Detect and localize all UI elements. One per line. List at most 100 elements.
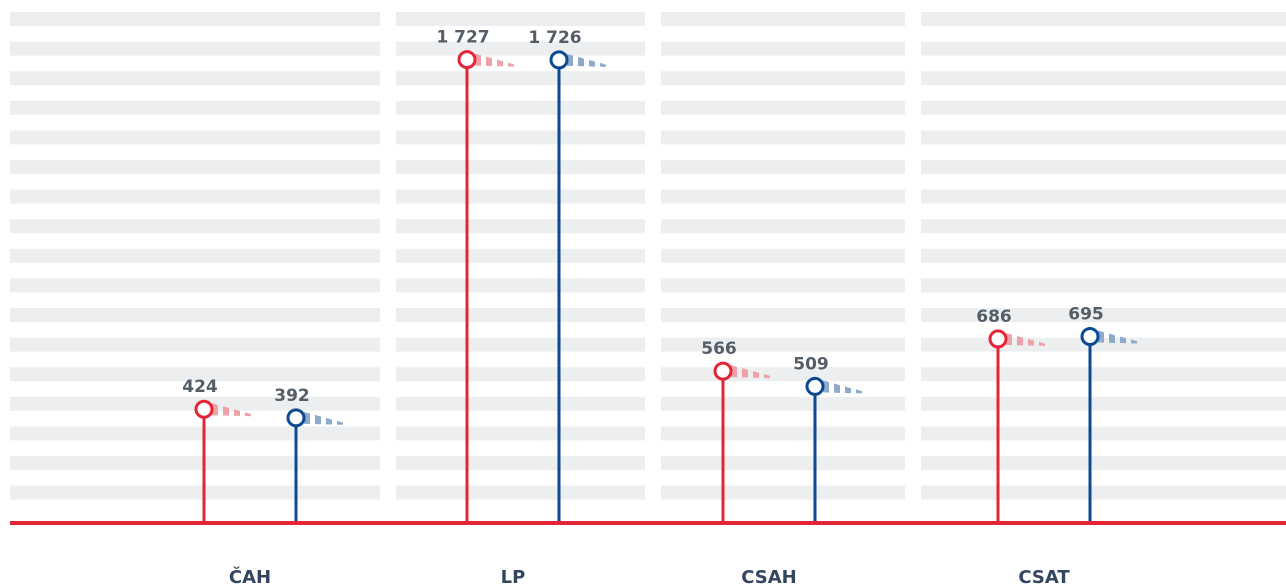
- stripe: [921, 71, 1286, 86]
- stripe: [10, 12, 380, 26]
- flag-stripe: [742, 368, 748, 378]
- value-label: 509: [793, 354, 829, 374]
- flag-stripe: [304, 411, 310, 424]
- stripe: [661, 189, 905, 204]
- category-label: LP: [501, 567, 526, 586]
- stripe: [661, 248, 905, 263]
- stripe: [921, 219, 1286, 234]
- flag-stripe: [234, 409, 240, 416]
- stripe: [661, 308, 905, 322]
- stripe: [921, 456, 1286, 470]
- stripe: [10, 367, 380, 382]
- stripe: [10, 41, 380, 56]
- stripe: [921, 337, 1286, 352]
- stripe: [396, 189, 645, 204]
- flag-stripe: [600, 62, 606, 67]
- stripe: [10, 396, 380, 411]
- stripe: [661, 426, 905, 441]
- stripe: [10, 426, 380, 441]
- category-label: CSAH: [741, 567, 797, 586]
- stripe: [396, 100, 645, 115]
- flag-stripe: [315, 414, 321, 425]
- flag-stripe: [578, 56, 584, 67]
- stripe: [396, 248, 645, 263]
- pin-head: [549, 50, 569, 70]
- flag-stripe: [1131, 339, 1137, 344]
- stripe: [396, 426, 645, 441]
- stripe: [396, 367, 645, 382]
- stripe: [661, 160, 905, 174]
- stripe: [10, 278, 380, 293]
- flag-stripe: [212, 403, 218, 416]
- stripe: [396, 41, 645, 56]
- stripe: [661, 456, 905, 470]
- pin-head: [457, 50, 477, 70]
- value-label: 1 727: [436, 28, 489, 48]
- flag-stripe: [589, 59, 595, 67]
- stripe: [661, 100, 905, 115]
- flag-stripe: [1109, 333, 1115, 343]
- flag-stripe: [764, 374, 770, 379]
- pin-head: [988, 329, 1008, 349]
- stripe: [396, 130, 645, 145]
- flag-stripe: [567, 53, 573, 67]
- stripe: [10, 308, 380, 322]
- stripe: [921, 485, 1286, 500]
- flag-stripe: [1120, 336, 1126, 344]
- stripe: [661, 485, 905, 500]
- stripe: [10, 456, 380, 470]
- stripe: [661, 396, 905, 411]
- stripe: [661, 71, 905, 86]
- stripe: [661, 130, 905, 145]
- stripe: [10, 248, 380, 263]
- stripe: [921, 130, 1286, 145]
- stripe: [10, 485, 380, 500]
- stripe: [661, 219, 905, 234]
- pin-head: [713, 361, 733, 381]
- flag-stripe: [1017, 335, 1023, 346]
- stripe: [396, 71, 645, 86]
- value-label: 392: [274, 386, 310, 406]
- stripe: [10, 100, 380, 115]
- flag-stripe: [823, 380, 829, 393]
- stripe: [661, 367, 905, 382]
- flag-stripe: [223, 406, 229, 416]
- flag-stripe: [475, 53, 481, 66]
- flag-stripe: [731, 365, 737, 378]
- stripe: [661, 278, 905, 293]
- stripe: [921, 278, 1286, 293]
- stripe: [10, 219, 380, 234]
- pin-head: [194, 399, 214, 419]
- stripe: [661, 12, 905, 26]
- value-label: 686: [976, 307, 1012, 327]
- flag-stripe: [1028, 338, 1034, 346]
- stripe: [10, 71, 380, 86]
- stripe: [921, 189, 1286, 204]
- stripe: [10, 130, 380, 145]
- flag-stripe: [497, 59, 503, 67]
- stripe: [661, 41, 905, 56]
- value-label: 695: [1068, 305, 1104, 325]
- flag-stripe: [834, 383, 840, 393]
- stripe: [921, 100, 1286, 115]
- stripe: [661, 337, 905, 352]
- stripe: [10, 160, 380, 174]
- flag-stripe: [845, 386, 851, 394]
- stripe: [396, 396, 645, 411]
- flag-stripe: [1098, 330, 1104, 343]
- flag-stripe: [337, 420, 343, 425]
- stripe: [921, 426, 1286, 441]
- value-label: 424: [182, 377, 218, 397]
- stripe: [396, 456, 645, 470]
- stripe: [396, 337, 645, 352]
- stripe: [396, 485, 645, 500]
- stripe: [921, 160, 1286, 174]
- stripe: [396, 278, 645, 293]
- stripe: [921, 308, 1286, 322]
- stripe: [921, 41, 1286, 56]
- stripe: [921, 396, 1286, 411]
- stripe: [10, 189, 380, 204]
- stripe: [396, 12, 645, 26]
